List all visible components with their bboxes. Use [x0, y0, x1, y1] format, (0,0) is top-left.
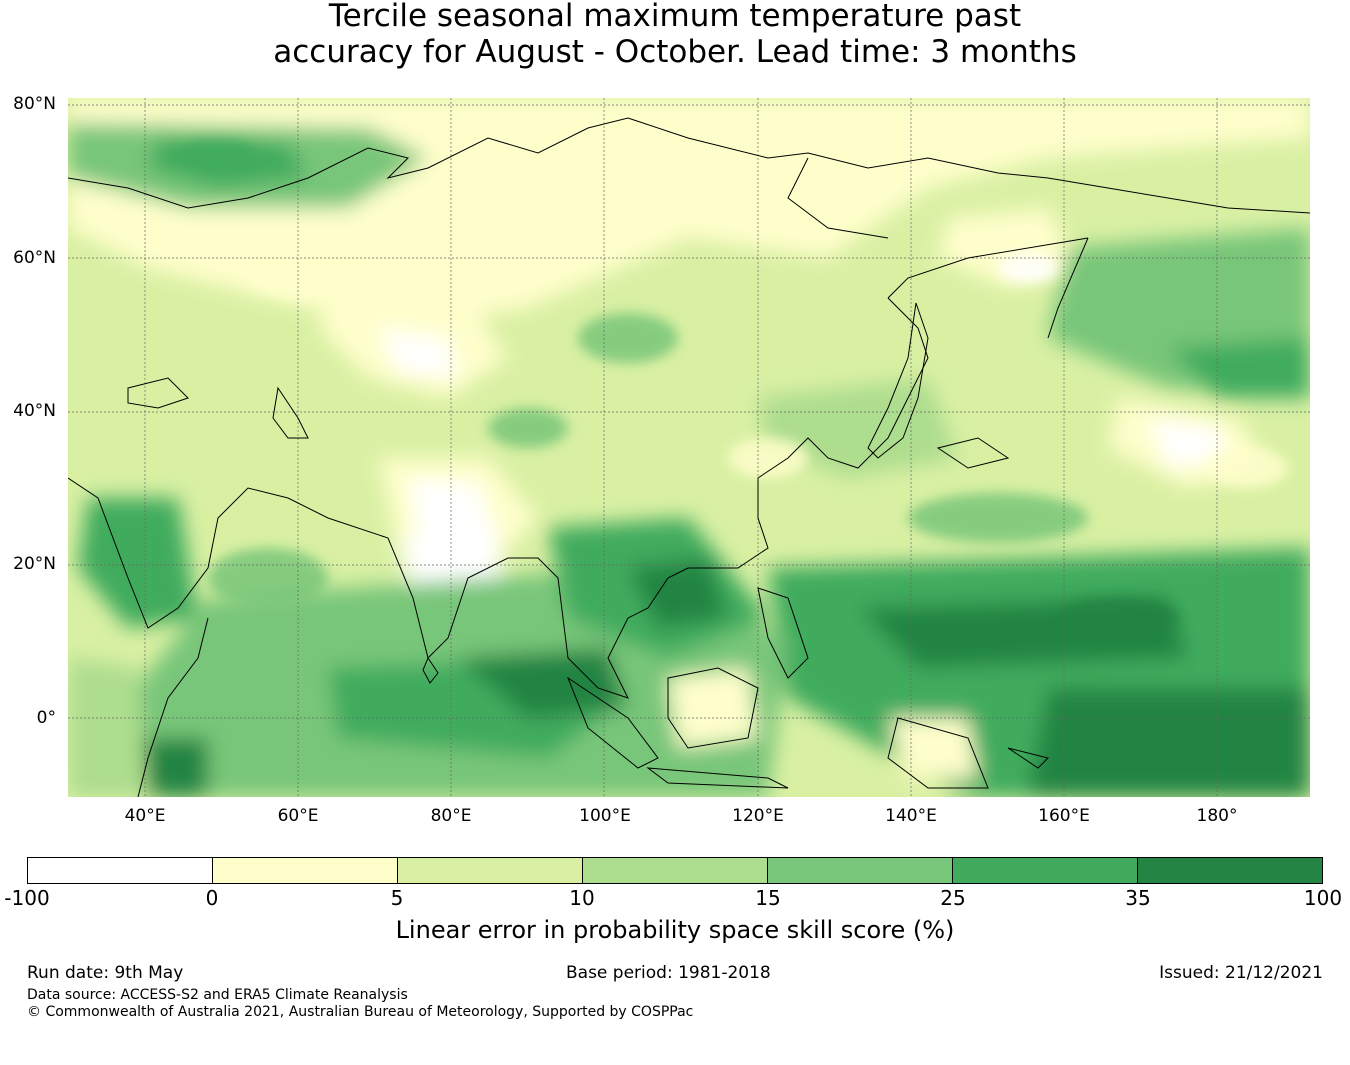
- lat-label-20n: 20°N: [13, 554, 56, 574]
- colorbar-tick: 100: [1303, 886, 1343, 910]
- colorbar-tick: 35: [1125, 886, 1151, 910]
- lon-label-140e: 140°E: [885, 806, 937, 826]
- lat-label-80n: 80°N: [13, 94, 56, 114]
- colorbar-tick: 5: [390, 886, 404, 910]
- chart-title-line1: Tercile seasonal maximum temperature pas…: [328, 0, 1022, 34]
- colorbar-tick: 15: [755, 886, 781, 910]
- colorbar-segment-7: [1138, 858, 1322, 883]
- colorbar-segment-3: [398, 858, 583, 883]
- colorbar-tick: 0: [205, 886, 219, 910]
- lon-label-40e: 40°E: [124, 806, 166, 826]
- colorbar-segment-1: [28, 858, 213, 883]
- issued-date: Issued: 21/12/2021: [1159, 963, 1323, 983]
- colorbar-segment-4: [583, 858, 768, 883]
- lon-label-80e: 80°E: [430, 806, 472, 826]
- skill-score-map: [68, 98, 1310, 797]
- colorbar-tick: 10: [569, 886, 595, 910]
- base-period: Base period: 1981-2018: [566, 963, 771, 983]
- lon-label-120e: 120°E: [732, 806, 784, 826]
- colorbar-segment-6: [953, 858, 1138, 883]
- colorbar-tick: -100: [4, 886, 50, 910]
- lon-label-100e: 100°E: [579, 806, 631, 826]
- chart-title-line2: accuracy for August - October. Lead time…: [273, 34, 1077, 70]
- lat-label-0: 0°: [36, 708, 56, 728]
- coastlines: [68, 117, 1310, 797]
- lon-label-60e: 60°E: [277, 806, 319, 826]
- colorbar-segment-5: [768, 858, 953, 883]
- data-source: Data source: ACCESS-S2 and ERA5 Climate …: [27, 987, 408, 1003]
- run-date: Run date: 9th May: [27, 963, 184, 983]
- colorbar-label: Linear error in probability space skill …: [395, 916, 955, 944]
- copyright: © Commonwealth of Australia 2021, Austra…: [27, 1004, 694, 1020]
- lon-label-160e: 160°E: [1038, 806, 1090, 826]
- lon-label-180: 180°: [1196, 806, 1238, 826]
- map-panel: [68, 98, 1310, 797]
- colorbar: [27, 857, 1323, 884]
- map-gridlines: [68, 98, 1310, 797]
- lat-label-60n: 60°N: [13, 248, 56, 268]
- lat-label-40n: 40°N: [13, 401, 56, 421]
- colorbar-segment-2: [213, 858, 398, 883]
- colorbar-tick: 25: [940, 886, 966, 910]
